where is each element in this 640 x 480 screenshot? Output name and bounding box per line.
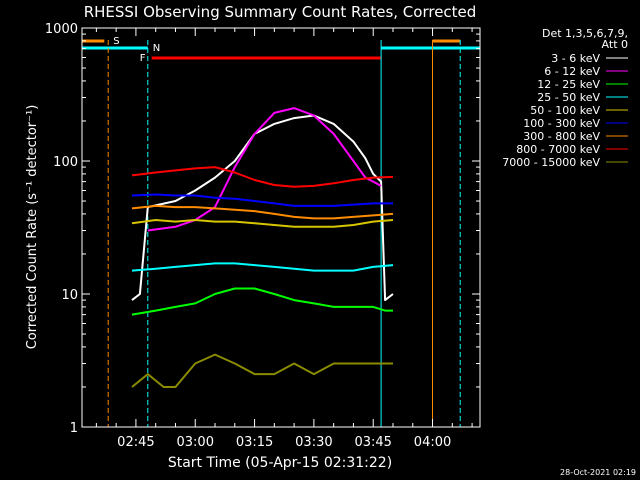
x-tick-label: 03:15 <box>236 435 273 450</box>
y-tick-label: 1000 <box>45 22 78 37</box>
y-axis-label: Corrected Count Rate (s⁻¹ detector⁻¹) <box>25 105 40 350</box>
x-axis: 02:45 03:00 03:15 03:30 03:45 04:00 <box>95 28 473 450</box>
series-line-3 <box>131 262 394 272</box>
y-tick-label: 10 <box>61 288 78 303</box>
legend-header: Att 0 <box>602 38 628 51</box>
legend-label: 100 - 300 keV <box>523 117 600 130</box>
legend-label: 50 - 100 keV <box>530 104 600 117</box>
chart-title: RHESSI Observing Summary Count Rates, Co… <box>84 3 477 21</box>
legend-label: 3 - 6 keV <box>551 52 600 65</box>
y-tick-label: 1 <box>70 421 78 436</box>
series-line-1 <box>147 107 382 232</box>
legend-label: 800 - 7000 keV <box>516 143 600 156</box>
y-tick-label: 100 <box>53 155 78 170</box>
instrument-flags: S NF <box>82 36 480 64</box>
x-tick-label: 03:30 <box>295 435 332 450</box>
x-tick-label: 03:00 <box>177 435 214 450</box>
flag-label-n: N <box>153 43 160 54</box>
legend-label: 12 - 25 keV <box>537 78 600 91</box>
legend-label: 7000 - 15000 keV <box>502 156 600 169</box>
flag-label-f: F <box>140 53 146 64</box>
series-line-4 <box>131 219 394 228</box>
plot-frame <box>81 27 481 428</box>
legend-label: 25 - 50 keV <box>537 91 600 104</box>
x-axis-label: Start Time (05-Apr-15 02:31:22) <box>168 455 392 471</box>
series-line-5 <box>131 193 393 207</box>
legend-header: Det 1,3,5,6,7,9, <box>542 27 628 40</box>
x-tick-label: 04:00 <box>414 435 451 450</box>
series-group <box>131 107 394 388</box>
series-line-6 <box>131 204 394 220</box>
series-line-0 <box>131 114 394 302</box>
x-tick-label: 02:45 <box>117 435 154 450</box>
flag-label-s: S <box>113 36 119 47</box>
legend-label: 300 - 800 keV <box>523 130 600 143</box>
x-tick-label: 03:45 <box>354 435 391 450</box>
legend-label: 6 - 12 keV <box>544 65 600 78</box>
series-line-8 <box>131 353 393 388</box>
series-line-2 <box>131 287 393 316</box>
series-line-7 <box>131 166 394 188</box>
footer-date: 28-Oct-2021 02:19 <box>560 468 636 477</box>
y-axis: 1 10 100 1000 <box>45 22 480 436</box>
